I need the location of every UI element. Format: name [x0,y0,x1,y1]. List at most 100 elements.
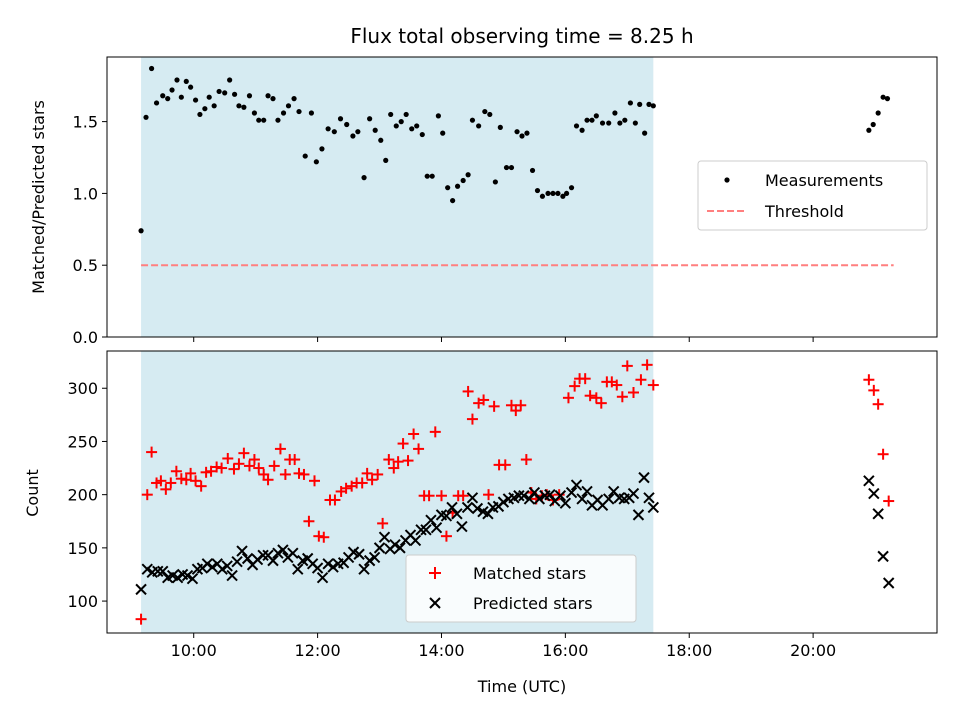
matched-star-point [863,374,875,386]
matched-star-point [298,468,310,480]
predicted-star-point [513,490,525,502]
predicted-star-point [466,492,479,504]
predicted-star-point [353,548,365,560]
measurement-point [246,93,253,99]
matched-star-point [248,454,260,466]
measurement-point [555,190,561,197]
legend-predicted-marker [429,597,441,609]
matched-star-point [590,392,602,404]
predicted-star-point [409,534,422,547]
measurement-point [280,110,287,116]
predicted-star-point [570,479,583,491]
matched-star-point [616,391,628,403]
predicted-star-point [181,569,194,582]
matched-star-point [135,613,147,625]
matched-star-point [253,462,265,474]
measurement-point [550,190,556,197]
measurement-point [398,119,404,125]
matched-star-point [388,462,400,474]
measurement-point [270,96,276,102]
predicted-star-point [141,563,153,575]
predicted-star-point [440,510,453,522]
matched-star-point [377,517,389,529]
matched-star-point [413,443,425,455]
measurement-point [308,110,315,116]
measurement-point [429,173,435,179]
predicted-star-point [358,563,370,575]
ratio-y-tick-label: 0.5 [73,256,98,275]
count-x-tick-label: 12:00 [295,641,341,660]
measurement-point [534,187,541,194]
measurement-point [227,77,233,83]
predicted-star-point [420,524,432,536]
measurement-point [880,94,886,100]
matched-star-point [515,399,527,411]
measurement-point [160,93,166,99]
measurement-point [236,103,242,109]
matched-star-point [423,490,435,502]
measurement-point [492,179,498,185]
predicted-star-point [581,485,593,498]
matched-star-point [872,398,884,410]
measurement-point [291,96,297,102]
predicted-star-point [863,475,875,487]
count-y-tick-label: 200 [67,486,98,505]
legend-matched-label: Matched stars [473,564,586,583]
measurement-point [622,117,628,123]
measurement-point [331,129,337,135]
matched-star-point [584,390,596,402]
matched-star-point [462,385,474,397]
count-y-axis-label: Count [23,469,42,517]
measurement-point [637,101,643,107]
predicted-star-point [647,501,660,514]
matched-star-point [279,468,291,480]
measurement-point [256,117,262,123]
measurement-point [497,124,503,130]
legend-measurements-marker [724,177,730,183]
measurement-point [197,111,203,118]
predicted-star-point [206,561,219,573]
predicted-star-point [157,565,169,577]
measurement-point [884,96,891,102]
measurement-point [545,190,551,197]
measurement-point [313,159,319,165]
matched-star-point [595,397,607,409]
measurement-point [524,130,530,136]
ratio-y-tick-label: 1.0 [73,184,98,203]
measurement-point [650,103,656,109]
measurement-point [646,101,652,107]
measurement-point [563,190,570,197]
predicted-star-point [363,554,376,567]
matched-star-point [383,454,395,466]
matched-star-point [466,413,478,425]
matched-star-point [318,531,330,543]
matched-star-point [340,482,352,494]
ratio-legend: Measurements Threshold [697,160,928,231]
measurement-point [296,108,302,115]
count-y-tick-label: 100 [67,592,98,611]
matched-star-point [392,456,404,468]
matched-star-point [195,480,207,492]
matched-star-point [483,489,495,501]
predicted-star-point [497,496,510,508]
measurement-point [529,167,536,174]
predicted-star-point [311,562,324,574]
predicted-star-point [378,531,391,543]
count-y-ticks: 100 150 200 250 300 [67,379,107,611]
measurement-point [153,100,160,106]
x-axis-label: Time (UTC) [477,677,566,696]
predicted-star-point [559,497,572,509]
measurement-point [192,97,199,103]
matched-star-point [366,474,378,486]
predicted-star-point [231,555,243,568]
measurement-point [875,110,881,116]
matched-star-point [185,467,197,479]
measurement-point [372,127,378,133]
count-x-tick-label: 18:00 [666,641,712,660]
predicted-star-point [257,549,269,562]
predicted-star-point [226,569,238,582]
measurement-point [169,87,175,93]
legend-measurements-label: Measurements [765,171,883,190]
measurement-point [514,129,520,135]
predicted-star-point [368,551,381,564]
